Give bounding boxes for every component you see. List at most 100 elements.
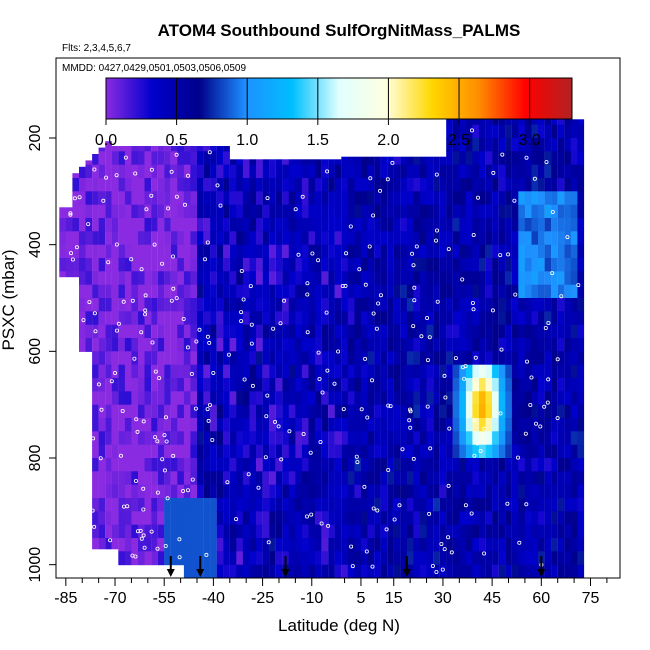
heatmap-cell [216,418,224,432]
heatmap-cell [347,351,355,366]
heatmap-cell [170,551,178,566]
heatmap-cell [131,298,139,312]
heatmap-cell [223,484,230,499]
heatmap-cell [420,324,427,339]
heatmap-cell [190,231,198,246]
heatmap-cell [380,218,388,232]
heatmap-cell [79,271,86,286]
heatmap-cell [505,271,512,286]
heatmap-cell [183,338,191,352]
heatmap-cell [190,538,198,552]
heatmap-cell [557,564,565,578]
heatmap-cell [98,444,106,459]
heatmap-cell [433,444,440,459]
heatmap-cell [177,178,184,192]
heatmap-cell [223,338,230,352]
flights-label: Flts: 2,3,4,5,6,7 [62,43,131,54]
heatmap-cell [269,551,276,566]
heatmap-cell [92,458,99,472]
heatmap-cell [190,498,198,512]
heatmap-cell [472,431,480,446]
heatmap-cell [334,244,342,259]
colorbar-tick-label: 3.0 [519,132,541,149]
heatmap-cell [479,524,486,539]
heatmap-cell [105,218,112,232]
heatmap-cell [380,431,388,446]
heatmap-cell [544,471,552,486]
heatmap-cell [479,138,486,152]
heatmap-cell [564,351,571,366]
heatmap-cell [269,364,276,379]
heatmap-cell [531,444,539,459]
heatmap-cell [334,391,342,406]
heatmap-cell [361,244,368,259]
heatmap-cell [393,324,401,339]
heatmap-cell [190,151,198,166]
heatmap-cell [551,119,558,126]
heatmap-cell [151,298,158,312]
heatmap-cell [177,164,184,179]
heatmap-cell [242,231,250,246]
heatmap-cell [111,418,119,432]
heatmap-cell [295,231,303,246]
heatmap-cell [459,138,466,152]
heatmap-cell [288,498,296,512]
heatmap-cell [157,218,165,232]
heatmap-cell [524,271,532,286]
heatmap-cell [367,311,375,326]
heatmap-cell [551,418,558,432]
heatmap-cell [393,271,401,286]
heatmap-cell [288,324,296,339]
heatmap-cell [479,378,486,392]
heatmap-cell [92,364,99,379]
sample-point [344,251,349,256]
heatmap-cell [92,351,99,366]
heatmap-cell [433,191,440,206]
heatmap-cell [301,311,309,326]
heatmap-cell [393,444,401,459]
heatmap-cell [544,524,552,539]
heatmap-cell [564,338,571,352]
heatmap-cell [118,511,125,526]
heatmap-cell [144,431,152,446]
heatmap-cell [282,351,289,366]
heatmap-cell [105,324,112,339]
sample-point [174,152,179,157]
heatmap-cell [242,444,250,459]
heatmap-cell [105,471,112,486]
heatmap-cell [570,471,578,486]
heatmap-cell [151,178,158,192]
heatmap-cell [518,444,525,459]
heatmap-cell [321,338,329,352]
heatmap-cell [380,311,388,326]
heatmap-cell [531,151,539,166]
heatmap-cell [203,418,211,432]
heatmap-cell [315,338,322,352]
heatmap-cell [551,564,558,578]
heatmap-cell [446,218,453,232]
heatmap-cell [92,471,99,486]
heatmap-cell [138,404,145,419]
heatmap-cell [229,418,237,432]
heatmap-cell [203,524,211,539]
heatmap-cell [334,311,342,326]
heatmap-cell [492,391,499,406]
sample-point [144,207,149,212]
heatmap-cell [118,431,125,446]
heatmap-cell [393,418,401,432]
heatmap-cell [347,298,355,312]
heatmap-cell [328,524,335,539]
heatmap-cell [301,524,309,539]
heatmap-cell [131,178,139,192]
heatmap-cell [452,258,460,272]
heatmap-cell [157,511,165,526]
heatmap-cell [262,164,270,179]
sample-point [115,328,120,333]
heatmap-cell [236,551,243,566]
heatmap-cell [98,418,106,432]
heatmap-cell [131,418,139,432]
heatmap-cell [249,159,257,166]
heatmap-cell [157,471,165,486]
heatmap-cell [354,311,362,326]
heatmap-cell [334,564,342,578]
